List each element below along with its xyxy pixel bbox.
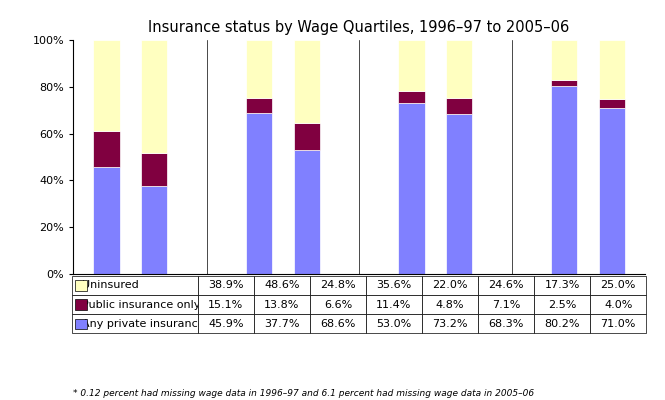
- Bar: [246, 40, 272, 98]
- Bar: [551, 86, 577, 274]
- Bar: [551, 80, 577, 86]
- Bar: [446, 40, 472, 98]
- Bar: [141, 186, 168, 274]
- Bar: [398, 40, 425, 92]
- Bar: [598, 98, 625, 108]
- Bar: [141, 40, 168, 154]
- Text: Insurance status by Wage Quartiles, 1996–97 to 2005–06: Insurance status by Wage Quartiles, 1996…: [148, 20, 570, 35]
- Bar: [551, 40, 577, 80]
- Bar: [293, 40, 320, 123]
- Bar: [246, 114, 272, 274]
- Bar: [293, 150, 320, 274]
- Bar: [141, 154, 168, 186]
- Bar: [93, 166, 120, 274]
- Bar: [398, 103, 425, 274]
- Bar: [446, 114, 472, 274]
- Bar: [398, 92, 425, 103]
- Bar: [246, 98, 272, 114]
- Bar: [93, 40, 120, 131]
- Bar: [598, 108, 625, 274]
- Bar: [293, 123, 320, 150]
- Text: * 0.12 percent had missing wage data in 1996–97 and 6.1 percent had missing wage: * 0.12 percent had missing wage data in …: [73, 389, 534, 398]
- Bar: [598, 40, 625, 98]
- Bar: [446, 98, 472, 114]
- Bar: [93, 131, 120, 166]
